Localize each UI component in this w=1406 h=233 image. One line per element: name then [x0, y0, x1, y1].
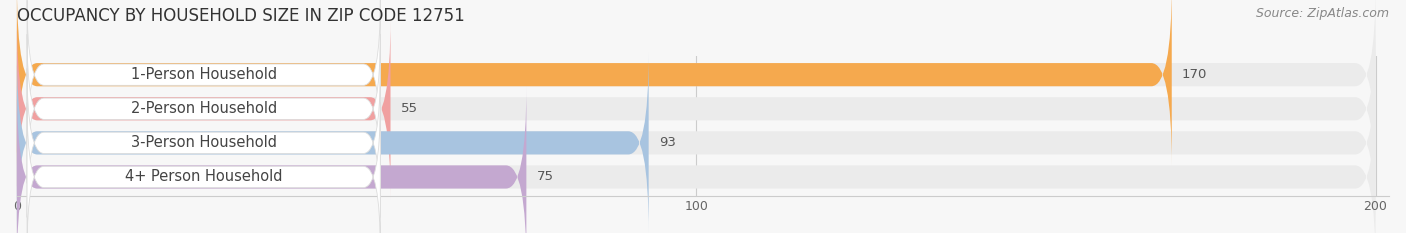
FancyBboxPatch shape [27, 34, 380, 183]
Text: 4+ Person Household: 4+ Person Household [125, 169, 283, 185]
Text: 55: 55 [401, 102, 418, 115]
FancyBboxPatch shape [17, 0, 1375, 165]
Text: Source: ZipAtlas.com: Source: ZipAtlas.com [1256, 7, 1389, 20]
Text: 75: 75 [537, 171, 554, 183]
FancyBboxPatch shape [27, 0, 380, 149]
FancyBboxPatch shape [17, 52, 1375, 233]
FancyBboxPatch shape [17, 86, 1375, 233]
Text: OCCUPANCY BY HOUSEHOLD SIZE IN ZIP CODE 12751: OCCUPANCY BY HOUSEHOLD SIZE IN ZIP CODE … [17, 7, 464, 25]
Text: 3-Person Household: 3-Person Household [131, 135, 277, 150]
FancyBboxPatch shape [17, 18, 1375, 199]
Text: 1-Person Household: 1-Person Household [131, 67, 277, 82]
FancyBboxPatch shape [27, 68, 380, 217]
FancyBboxPatch shape [17, 18, 391, 199]
FancyBboxPatch shape [17, 86, 526, 233]
FancyBboxPatch shape [17, 52, 648, 233]
FancyBboxPatch shape [27, 102, 380, 233]
Text: 2-Person Household: 2-Person Household [131, 101, 277, 116]
FancyBboxPatch shape [17, 0, 1171, 165]
Text: 170: 170 [1182, 68, 1208, 81]
Text: 93: 93 [659, 136, 676, 149]
